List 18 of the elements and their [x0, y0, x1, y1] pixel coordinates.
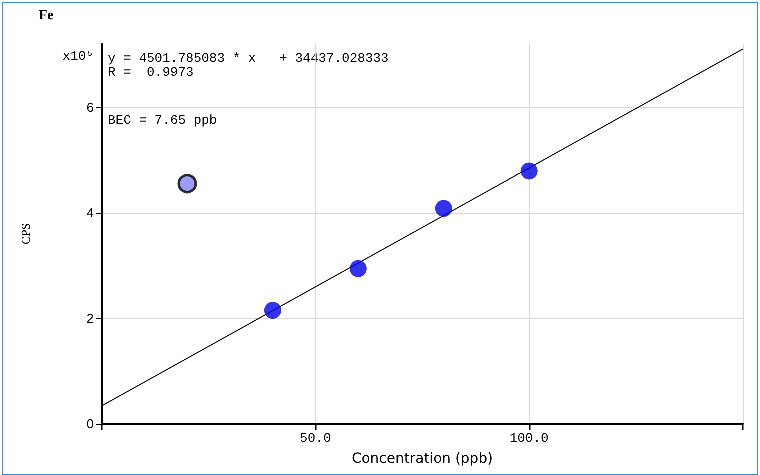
point: [350, 260, 367, 278]
x-tick-label: 100.0: [510, 431, 549, 446]
x-axis-title: Concentration (ppb): [352, 451, 494, 467]
annotation: BEC = 7.65 ppb: [108, 113, 218, 128]
y-tick-label: 0: [86, 416, 94, 432]
y-tick-label: 6: [86, 100, 94, 115]
point: [264, 302, 282, 320]
annotation: R = 0.9973: [108, 65, 194, 80]
point: [178, 174, 198, 194]
annotation: y = 4501.785083 * x + 34437.028333: [108, 51, 389, 66]
chart-title: Fe: [39, 8, 54, 24]
point: [435, 200, 452, 218]
x-tick-label: 50.0: [300, 431, 332, 446]
y-tick-label: 2: [86, 310, 94, 326]
point: [520, 162, 538, 180]
y-axis-title: CPS: [19, 223, 33, 245]
y-tick-label: 4: [86, 205, 94, 220]
text: x10⁵: [62, 49, 94, 64]
